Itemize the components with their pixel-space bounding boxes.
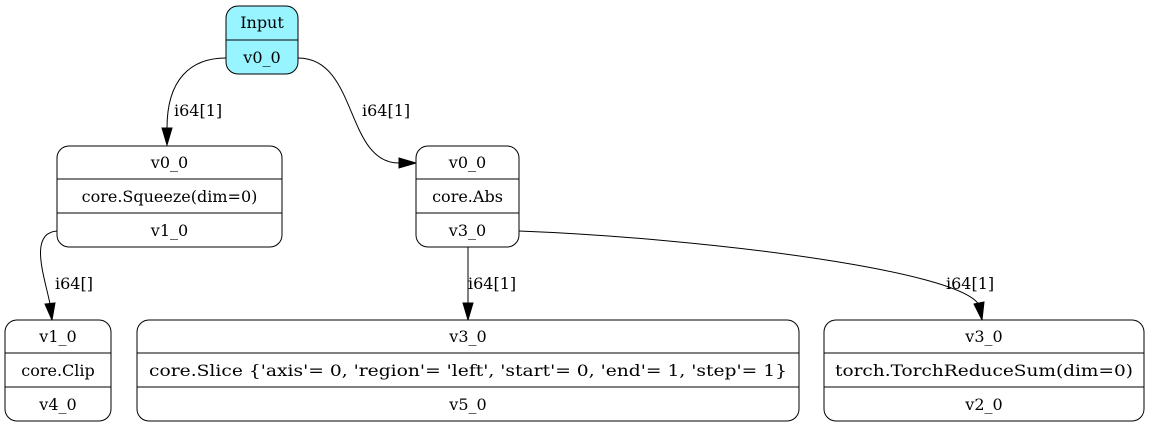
node-output-var: v3_0 xyxy=(448,221,486,240)
node-input-var: v3_0 xyxy=(964,327,1002,346)
node-op: core.Clip xyxy=(21,361,95,380)
edge-label: i64[] xyxy=(55,274,93,293)
node-op: core.Slice {'axis'= 0, 'region'= 'left',… xyxy=(149,361,787,380)
node-abs[interactable]: v0_0 core.Abs v3_0 xyxy=(415,145,520,248)
edge-input-to-abs: i64[1] xyxy=(297,57,418,169)
node-input-var: v1_0 xyxy=(38,327,76,346)
node-input-var: v0_0 xyxy=(150,153,188,172)
node-output-var: v2_0 xyxy=(964,395,1002,414)
node-op: core.Abs xyxy=(432,187,503,206)
edge-label: i64[1] xyxy=(946,274,994,293)
edge-input-to-squeeze: i64[1] xyxy=(161,57,227,147)
edge-label: i64[1] xyxy=(362,101,410,120)
node-output-var: v5_0 xyxy=(448,395,486,414)
node-squeeze[interactable]: v0_0 core.Squeeze(dim=0) v1_0 xyxy=(56,145,283,248)
edge-label: i64[1] xyxy=(468,274,516,293)
node-input-var: v3_0 xyxy=(448,327,486,346)
node-output-var: v1_0 xyxy=(150,221,188,240)
node-input[interactable]: Input v0_0 xyxy=(225,5,299,75)
node-op: core.Squeeze(dim=0) xyxy=(82,187,258,206)
node-reduce-sum[interactable]: v3_0 torch.TorchReduceSum(dim=0) v2_0 xyxy=(823,319,1145,422)
node-op: torch.TorchReduceSum(dim=0) xyxy=(835,361,1133,380)
node-input-var: v0_0 xyxy=(448,153,486,172)
node-title: Input xyxy=(240,13,284,32)
node-slice[interactable]: v3_0 core.Slice {'axis'= 0, 'region'= 'l… xyxy=(136,319,800,422)
node-output: v0_0 xyxy=(242,48,280,67)
edge-abs-to-slice: i64[1] xyxy=(462,247,516,322)
edge-label: i64[1] xyxy=(174,101,222,120)
edge-squeeze-to-clip: i64[] xyxy=(40,230,93,322)
node-output-var: v4_0 xyxy=(38,395,76,414)
edge-abs-to-reduce: i64[1] xyxy=(518,230,994,322)
node-clip[interactable]: v1_0 core.Clip v4_0 xyxy=(4,319,112,422)
